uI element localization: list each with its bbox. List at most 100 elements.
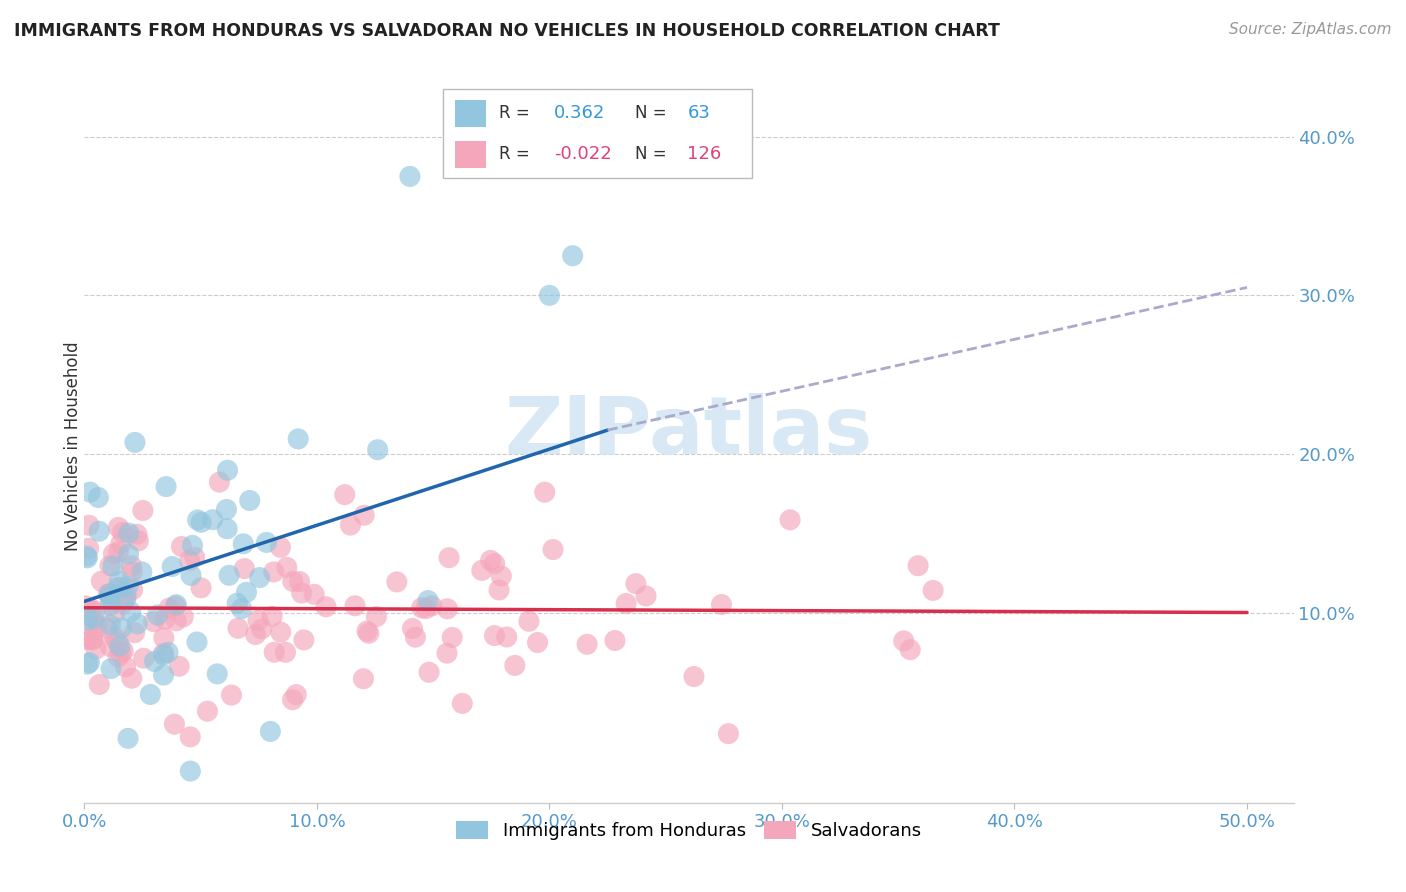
Point bbox=[201, 513, 224, 527]
Point bbox=[131, 565, 153, 579]
Point bbox=[404, 630, 426, 644]
Point bbox=[285, 688, 308, 702]
Point bbox=[495, 630, 517, 644]
Point bbox=[488, 582, 510, 597]
Text: R =: R = bbox=[499, 145, 529, 163]
Point bbox=[217, 463, 239, 477]
Point bbox=[231, 601, 253, 615]
Point bbox=[302, 587, 325, 601]
Point bbox=[127, 616, 149, 631]
Point bbox=[98, 618, 121, 632]
Point bbox=[180, 568, 202, 582]
Point bbox=[110, 646, 132, 660]
Text: R =: R = bbox=[499, 104, 529, 122]
Point bbox=[420, 599, 443, 613]
Point bbox=[89, 677, 111, 691]
Point bbox=[479, 553, 502, 567]
Point bbox=[415, 601, 437, 615]
Point bbox=[127, 533, 149, 548]
Point bbox=[218, 568, 240, 582]
Point bbox=[79, 656, 101, 670]
Point bbox=[179, 764, 201, 778]
Point bbox=[344, 599, 367, 613]
Point bbox=[187, 513, 209, 527]
Point bbox=[132, 503, 155, 517]
Point bbox=[517, 614, 540, 628]
Point bbox=[110, 536, 132, 550]
Point bbox=[142, 615, 165, 629]
Point bbox=[98, 558, 121, 573]
Point bbox=[83, 612, 105, 626]
Point bbox=[269, 541, 291, 555]
Point bbox=[246, 613, 269, 627]
Point bbox=[76, 613, 98, 627]
Point bbox=[922, 583, 945, 598]
Point bbox=[418, 665, 440, 680]
Point bbox=[561, 249, 583, 263]
Point bbox=[115, 589, 138, 603]
Point bbox=[634, 589, 657, 603]
Point bbox=[367, 442, 389, 457]
Point bbox=[108, 581, 131, 595]
Point bbox=[245, 627, 267, 641]
Point bbox=[471, 563, 494, 577]
Point bbox=[207, 666, 229, 681]
Point bbox=[484, 629, 506, 643]
Point bbox=[270, 625, 292, 640]
Point bbox=[118, 526, 141, 541]
Point bbox=[893, 633, 915, 648]
Point bbox=[603, 633, 626, 648]
Point bbox=[217, 522, 239, 536]
Point bbox=[250, 622, 273, 636]
Point bbox=[411, 600, 433, 615]
Point bbox=[76, 657, 98, 672]
Point bbox=[76, 632, 98, 647]
Text: N =: N = bbox=[634, 104, 666, 122]
Point bbox=[132, 651, 155, 665]
Point bbox=[79, 610, 101, 624]
Point bbox=[352, 672, 374, 686]
Point bbox=[117, 731, 139, 746]
Point bbox=[366, 609, 388, 624]
Point bbox=[385, 574, 408, 589]
Point bbox=[165, 599, 187, 613]
Point bbox=[163, 717, 186, 731]
Point bbox=[139, 688, 162, 702]
Point bbox=[83, 604, 105, 618]
Text: Source: ZipAtlas.com: Source: ZipAtlas.com bbox=[1229, 22, 1392, 37]
Point bbox=[339, 518, 361, 533]
Point bbox=[491, 569, 513, 583]
FancyBboxPatch shape bbox=[456, 141, 486, 168]
Point bbox=[101, 559, 124, 574]
Point bbox=[576, 637, 599, 651]
Point bbox=[104, 606, 127, 620]
Point bbox=[233, 561, 256, 575]
Point bbox=[77, 518, 100, 533]
Point bbox=[181, 538, 204, 552]
Point bbox=[614, 597, 637, 611]
Point bbox=[451, 697, 474, 711]
Point bbox=[153, 631, 176, 645]
Point bbox=[259, 724, 281, 739]
Point bbox=[898, 642, 921, 657]
Point bbox=[107, 520, 129, 534]
Point bbox=[108, 639, 131, 653]
Point bbox=[110, 621, 132, 635]
Point bbox=[357, 626, 380, 640]
Point bbox=[221, 688, 243, 702]
Point bbox=[107, 635, 129, 649]
Point bbox=[179, 730, 201, 744]
Point bbox=[124, 435, 146, 450]
Point bbox=[96, 621, 118, 635]
Point bbox=[779, 513, 801, 527]
Point bbox=[249, 570, 271, 584]
Point bbox=[100, 662, 122, 676]
Point bbox=[190, 581, 212, 595]
Point bbox=[107, 649, 129, 664]
Point bbox=[907, 558, 929, 573]
Point bbox=[121, 565, 143, 579]
Point bbox=[287, 432, 309, 446]
Point bbox=[717, 726, 740, 740]
Point bbox=[281, 692, 304, 706]
Point bbox=[90, 574, 112, 589]
